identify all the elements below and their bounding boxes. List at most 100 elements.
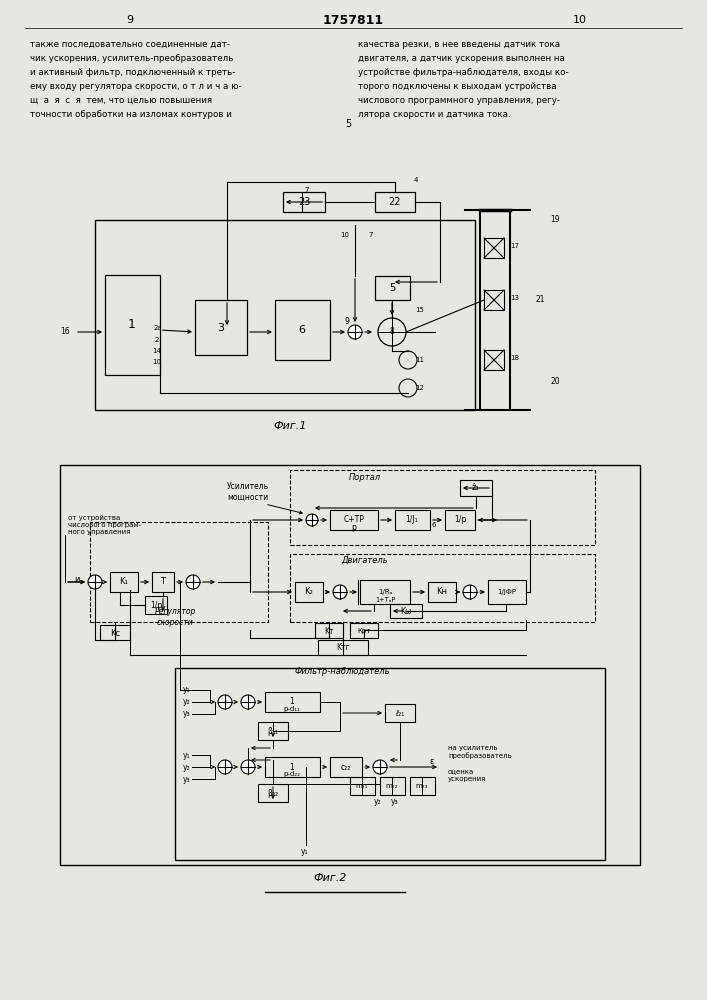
- Circle shape: [306, 514, 318, 526]
- Text: Крт: Крт: [357, 628, 370, 634]
- Text: 1+TₐP: 1+TₐP: [375, 597, 395, 603]
- Circle shape: [463, 585, 477, 599]
- Bar: [90, 522, 268, 622]
- Text: 9: 9: [344, 316, 349, 326]
- Text: чик ускорения, усилитель-преобразователь: чик ускорения, усилитель-преобразователь: [30, 54, 233, 63]
- Text: числового программного управления, регу-: числового программного управления, регу-: [358, 96, 560, 105]
- Text: 5: 5: [345, 119, 351, 129]
- Circle shape: [333, 585, 347, 599]
- Bar: [460, 480, 492, 496]
- Circle shape: [218, 695, 232, 709]
- Text: 10: 10: [341, 232, 349, 238]
- Text: y₃: y₃: [183, 710, 191, 718]
- Text: p-d₁₁: p-d₁₁: [284, 706, 300, 712]
- Bar: [100, 625, 130, 640]
- Text: Kн: Kн: [436, 587, 448, 596]
- Bar: [350, 777, 375, 795]
- Circle shape: [373, 760, 387, 774]
- Bar: [265, 757, 320, 777]
- Text: 7: 7: [305, 187, 309, 193]
- Bar: [290, 470, 595, 545]
- Bar: [283, 192, 325, 212]
- Circle shape: [218, 760, 232, 774]
- Text: y₂: y₂: [183, 698, 191, 706]
- Text: 2: 2: [155, 337, 159, 343]
- Text: Двигатель: Двигатель: [341, 556, 388, 564]
- Text: ℓ₂₁: ℓ₂₁: [395, 708, 404, 718]
- Text: 1/Rₐ: 1/Rₐ: [378, 589, 392, 595]
- Text: T: T: [160, 578, 165, 586]
- Text: Kс: Kс: [110, 629, 120, 638]
- Text: β₂₂: β₂₂: [267, 788, 279, 798]
- Bar: [330, 510, 378, 530]
- Bar: [318, 640, 368, 655]
- Bar: [265, 692, 320, 712]
- Text: двигателя, а датчик ускорения выполнен на: двигателя, а датчик ускорения выполнен н…: [358, 54, 565, 63]
- Text: точности обработки на изломах контуров и: точности обработки на изломах контуров и: [30, 110, 232, 119]
- Bar: [445, 510, 475, 530]
- Text: 1: 1: [128, 318, 136, 332]
- Text: 3: 3: [218, 323, 225, 333]
- Text: 17: 17: [510, 243, 520, 249]
- Text: ε: ε: [430, 758, 434, 766]
- Bar: [350, 623, 378, 638]
- Circle shape: [88, 575, 102, 589]
- Text: торого подключены к выходам устройства: торого подключены к выходам устройства: [358, 82, 556, 91]
- Text: качества резки, в нее введены датчик тока: качества резки, в нее введены датчик ток…: [358, 40, 560, 49]
- Text: K₂: K₂: [305, 587, 313, 596]
- Text: m₂₂: m₂₂: [386, 783, 398, 789]
- Text: 18: 18: [510, 355, 520, 361]
- Bar: [275, 300, 330, 360]
- Text: 1: 1: [290, 762, 294, 772]
- Text: 1757811: 1757811: [322, 13, 384, 26]
- Text: устройстве фильтра-наблюдателя, входы ко-: устройстве фильтра-наблюдателя, входы ко…: [358, 68, 568, 77]
- Bar: [360, 580, 410, 604]
- Text: K₁: K₁: [119, 578, 129, 586]
- Text: 23: 23: [298, 197, 310, 207]
- Text: 20: 20: [550, 377, 560, 386]
- Text: и активный фильтр, подключенный к треть-: и активный фильтр, подключенный к треть-: [30, 68, 235, 77]
- Text: и: и: [75, 576, 80, 584]
- Text: 11: 11: [416, 357, 424, 363]
- Text: Kтг: Kтг: [337, 644, 350, 652]
- Bar: [488, 580, 526, 604]
- Bar: [152, 572, 174, 592]
- Text: 9: 9: [127, 15, 134, 25]
- Bar: [110, 572, 138, 592]
- Text: β₁₁: β₁₁: [267, 726, 279, 736]
- Text: Kω: Kω: [400, 606, 411, 615]
- Text: 14: 14: [153, 348, 161, 354]
- Text: щ  а  я  с  я  тем, что целью повышения: щ а я с я тем, что целью повышения: [30, 96, 212, 105]
- Bar: [484, 238, 504, 258]
- Circle shape: [241, 760, 255, 774]
- Text: Усилитель
мощности: Усилитель мощности: [227, 482, 269, 502]
- Text: 13: 13: [510, 295, 520, 301]
- Text: 2а: 2а: [153, 325, 163, 331]
- Text: 7: 7: [369, 232, 373, 238]
- Text: 16: 16: [60, 328, 70, 336]
- Text: лятора скорости и датчика тока.: лятора скорости и датчика тока.: [358, 110, 510, 119]
- Bar: [258, 722, 288, 740]
- Text: 1/J₁: 1/J₁: [406, 516, 419, 524]
- Bar: [380, 777, 405, 795]
- Text: Фиг.2: Фиг.2: [313, 873, 346, 883]
- Bar: [105, 275, 160, 375]
- Text: y₃: y₃: [183, 774, 191, 784]
- Text: 6: 6: [298, 325, 305, 335]
- Bar: [390, 604, 422, 618]
- Bar: [375, 192, 415, 212]
- Circle shape: [241, 695, 255, 709]
- Text: 1/p: 1/p: [454, 516, 466, 524]
- Text: Kт: Kт: [325, 626, 334, 636]
- Bar: [315, 623, 343, 638]
- Text: также последовательно соединенные дат-: также последовательно соединенные дат-: [30, 40, 230, 49]
- Text: 12: 12: [416, 385, 424, 391]
- Text: y₁: y₁: [301, 848, 309, 856]
- Text: Фиг.1: Фиг.1: [274, 421, 307, 431]
- Bar: [375, 276, 410, 300]
- Circle shape: [348, 325, 362, 339]
- Text: Регулятор
скорости: Регулятор скорости: [154, 607, 196, 627]
- Text: на усилитель
преобразователь: на усилитель преобразователь: [448, 745, 512, 759]
- Text: 19: 19: [550, 216, 560, 225]
- Bar: [175, 668, 605, 860]
